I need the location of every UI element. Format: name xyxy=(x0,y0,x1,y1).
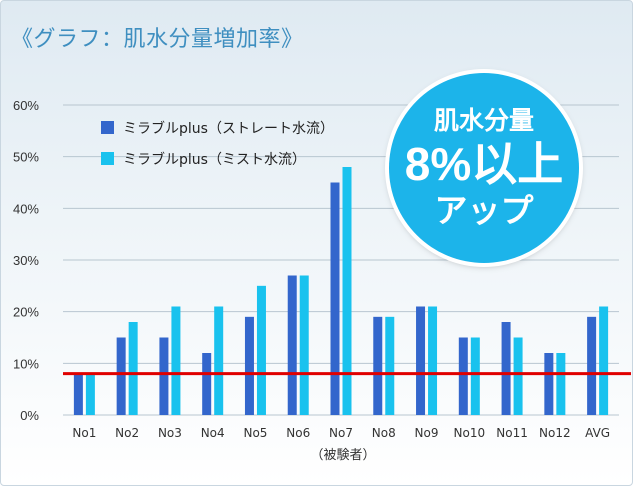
x-tick-label: No5 xyxy=(243,426,267,440)
x-tick-label: No2 xyxy=(115,426,139,440)
bar xyxy=(599,306,609,415)
axis-layer: 0% 10% 20% 30% 40% 50% 60% No1 No2 No3 No4 No5 No6 No… xyxy=(13,98,610,463)
y-tick-label: 60% xyxy=(13,98,39,113)
bar xyxy=(85,373,95,415)
bar xyxy=(299,275,309,415)
bar xyxy=(287,275,297,415)
x-tick-label: No1 xyxy=(72,426,96,440)
x-tick-label: No3 xyxy=(158,426,182,440)
bar xyxy=(330,182,340,415)
bar xyxy=(501,322,511,415)
bar xyxy=(556,353,566,415)
x-tick-label: No11 xyxy=(496,426,528,440)
x-tick-label: No12 xyxy=(539,426,571,440)
x-tick-label: No8 xyxy=(372,426,396,440)
bar xyxy=(256,285,266,415)
x-tick-label: No7 xyxy=(329,426,353,440)
x-tick-label: No9 xyxy=(415,426,439,440)
y-tick-label: 40% xyxy=(13,201,39,216)
legend: ミラブルplus（ストレート水流） ミラブルplus（ミスト水流） xyxy=(101,119,334,181)
badge-line-2: 8%以上 xyxy=(404,138,564,190)
bar xyxy=(385,316,395,415)
bar xyxy=(428,306,438,415)
bar xyxy=(458,337,468,415)
legend-item-straight: ミラブルplus（ストレート水流） xyxy=(101,119,334,137)
y-tick-label: 0% xyxy=(20,408,39,423)
badge-line-1: 肌水分量 xyxy=(433,106,534,135)
bar xyxy=(544,353,554,415)
chart-title: 《グラフ：肌水分量増加率》 xyxy=(11,27,304,52)
bar xyxy=(587,316,597,415)
bar xyxy=(171,306,181,415)
callout-badge: 肌水分量 8%以上 アップ xyxy=(389,73,579,263)
legend-swatch-mist xyxy=(101,152,114,165)
bar xyxy=(416,306,426,415)
y-tick-label: 20% xyxy=(13,305,39,320)
legend-swatch-straight xyxy=(101,121,114,134)
bar xyxy=(373,316,383,415)
bar xyxy=(159,337,169,415)
bar xyxy=(116,337,126,415)
x-tick-label: No10 xyxy=(454,426,486,440)
badge-line-3: アップ xyxy=(434,191,534,230)
bar xyxy=(513,337,523,415)
bar xyxy=(128,322,138,415)
y-tick-label: 30% xyxy=(13,253,39,268)
bar xyxy=(244,316,254,415)
y-tick-label: 50% xyxy=(13,150,39,165)
bar xyxy=(342,167,352,415)
x-axis-title: （被験者） xyxy=(310,448,375,463)
legend-label-straight: ミラブルplus（ストレート水流） xyxy=(123,120,334,137)
bar xyxy=(73,373,83,415)
x-tick-label: No4 xyxy=(201,426,225,440)
x-tick-label: No6 xyxy=(286,426,310,440)
y-tick-label: 10% xyxy=(13,356,39,371)
x-tick-label: AVG xyxy=(585,426,610,440)
bar xyxy=(214,306,224,415)
legend-item-mist: ミラブルplus（ミスト水流） xyxy=(101,150,334,168)
bar xyxy=(470,337,480,415)
legend-label-mist: ミラブルplus（ミスト水流） xyxy=(123,151,306,168)
bars xyxy=(73,167,609,415)
bar xyxy=(202,353,212,415)
